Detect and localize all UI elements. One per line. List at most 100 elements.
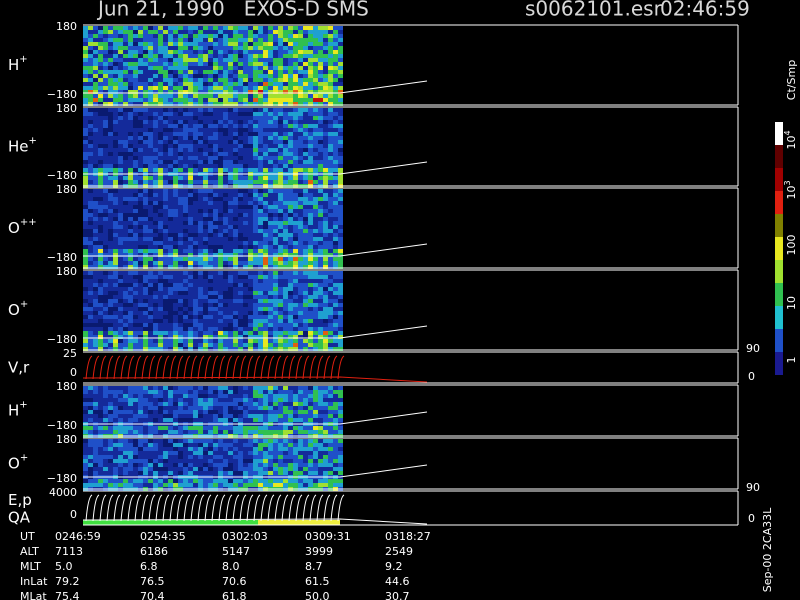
spectrogram-cell [123, 390, 128, 394]
spectrogram-cell [288, 124, 293, 128]
spectrogram-cell [263, 295, 268, 299]
spectrogram-cell [248, 406, 253, 410]
spectrogram-cell [273, 331, 278, 335]
spectrogram-cell [193, 386, 198, 390]
spectrogram-cell [228, 249, 233, 253]
spectrogram-cell [298, 46, 303, 50]
spectrogram-cell [108, 201, 113, 205]
spectrogram-cell [318, 66, 323, 70]
spectrogram-cell [118, 343, 123, 347]
spectrogram-cell [123, 283, 128, 287]
spectrogram-cell [323, 98, 328, 102]
spectrogram-cell [193, 213, 198, 217]
spectrogram-cell [183, 94, 188, 98]
spectrogram-cell [213, 50, 218, 54]
spectrogram-cell [203, 295, 208, 299]
spectrogram-cell [108, 414, 113, 418]
spectrogram-cell [168, 102, 173, 106]
spectrogram-cell [288, 86, 293, 90]
spectrogram-cell [118, 217, 123, 221]
spectrogram-cell [103, 229, 108, 233]
spectrogram-cell [228, 148, 233, 152]
spectrogram-cell [138, 410, 143, 414]
spectrogram-cell [83, 394, 88, 398]
spectrogram-cell [243, 180, 248, 184]
spectrogram-cell [143, 50, 148, 54]
spectrogram-cell [118, 279, 123, 283]
spectrogram-cell [273, 279, 278, 283]
spectrogram-cell [123, 180, 128, 184]
spectrogram-cell [143, 398, 148, 402]
spectrogram-cell [173, 406, 178, 410]
spectrogram-cell [218, 257, 223, 261]
spectrogram-cell [298, 58, 303, 62]
spectrogram-cell [333, 98, 338, 102]
spectrogram-cell [258, 299, 263, 303]
spectrogram-cell [328, 70, 333, 74]
spectrogram-cell [268, 335, 273, 339]
spectrogram-cell [213, 430, 218, 434]
spectrogram-cell [208, 98, 213, 102]
spectrogram-cell [338, 189, 343, 193]
spectrogram-cell [138, 402, 143, 406]
spectrogram-cell [188, 402, 193, 406]
spectrogram-cell [88, 136, 93, 140]
spectrogram-cell [183, 253, 188, 257]
spectrogram-cell [233, 197, 238, 201]
spectrogram-cell [233, 323, 238, 327]
spectrogram-cell [268, 144, 273, 148]
spectrogram-cell [188, 291, 193, 295]
spectrogram-cell [198, 50, 203, 54]
spectrogram-cell [98, 315, 103, 319]
spectrogram-cell [168, 108, 173, 112]
spectrogram-cell [323, 193, 328, 197]
spectrogram-cell [173, 168, 178, 172]
spectrogram-cell [223, 30, 228, 34]
spectrogram-cell [328, 66, 333, 70]
spectrogram-cell [208, 390, 213, 394]
spectrogram-cell [213, 347, 218, 351]
spectrogram-cell [198, 54, 203, 58]
spectrogram-cell [268, 275, 273, 279]
spectrogram-cell [268, 233, 273, 237]
spectrogram-cell [108, 339, 113, 343]
spectrogram-cell [323, 279, 328, 283]
spectrogram-cell [163, 299, 168, 303]
spectrogram-cell [268, 164, 273, 168]
spectrogram-cell [318, 180, 323, 184]
spectrogram-cell [183, 303, 188, 307]
spectrogram-cell [148, 295, 153, 299]
spectrogram-cell [113, 160, 118, 164]
spectrogram-cell [123, 339, 128, 343]
spectrogram-cell [223, 42, 228, 46]
spectrogram-cell [238, 62, 243, 66]
spectrogram-cell [83, 78, 88, 82]
spectrogram-cell [248, 414, 253, 418]
spectrogram-cell [158, 265, 163, 269]
spectrogram-cell [198, 197, 203, 201]
spectrogram-cell [113, 414, 118, 418]
spectrogram-cell [283, 144, 288, 148]
spectrogram-cell [273, 287, 278, 291]
spectrogram-cell [98, 347, 103, 351]
spectrogram-cell [253, 257, 258, 261]
spectrogram-cell [103, 233, 108, 237]
spectrogram-cell [168, 283, 173, 287]
spectrogram-cell [93, 414, 98, 418]
spectrogram-cell [248, 283, 253, 287]
spectrogram-cell [173, 295, 178, 299]
spectrogram-cell [238, 241, 243, 245]
spectrogram-cell [273, 426, 278, 430]
spectrogram-cell [188, 225, 193, 229]
spectrogram-cell [298, 209, 303, 213]
spectrogram-cell [83, 205, 88, 209]
spectrogram-cell [178, 54, 183, 58]
spectrogram-cell [273, 418, 278, 422]
spectrogram-cell [98, 225, 103, 229]
spectrogram-cell [258, 54, 263, 58]
spectrogram-cell [133, 390, 138, 394]
spectrogram-cell [323, 311, 328, 315]
spectrogram-cell [203, 102, 208, 106]
spectrogram-cell [298, 164, 303, 168]
spectrogram-cell [203, 197, 208, 201]
